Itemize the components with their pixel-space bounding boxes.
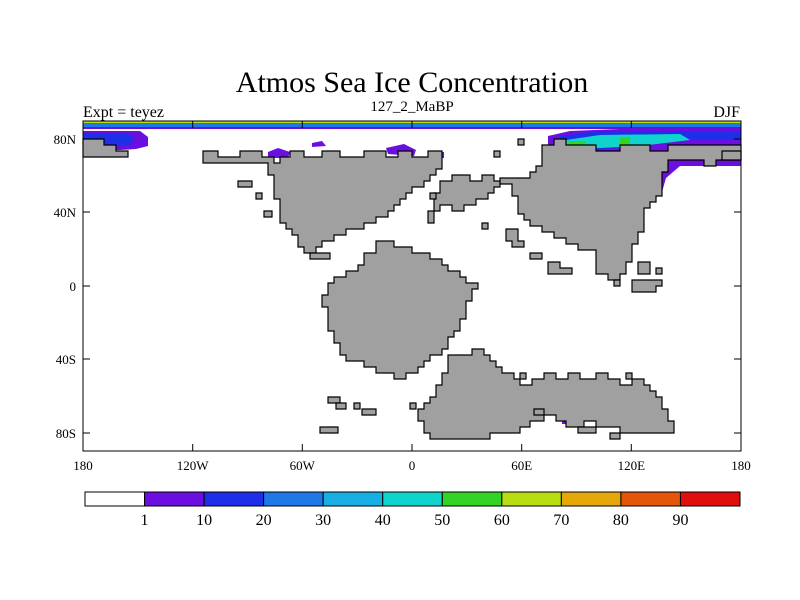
colorbar-swatch [382, 491, 443, 507]
land-antarctic-island-c [533, 408, 545, 416]
land-north-america [202, 150, 443, 254]
colorbar-swatch [679, 491, 741, 507]
land-asia-island-c [547, 261, 573, 275]
x-axis-ticks [82, 121, 742, 451]
x-tick-label: 60W [290, 458, 316, 473]
x-tick-label: 0 [409, 458, 416, 473]
season-label: DJF [713, 104, 740, 121]
colorbar-label: 50 [434, 512, 450, 529]
x-tick-label: 60E [511, 458, 532, 473]
colorbar-label: 80 [613, 512, 629, 529]
land-antarctic-island-d [577, 426, 597, 434]
land-antarctic-island-b [625, 372, 633, 380]
y-tick-label: 0 [70, 279, 77, 294]
period-label: 127_2_MaBP [370, 99, 453, 115]
land-small-island-b [517, 138, 525, 146]
colorbar-label: 20 [256, 512, 272, 529]
land-south-islands-d [361, 408, 377, 416]
colorbar-swatch [560, 491, 622, 507]
land-far-west [82, 138, 129, 158]
sea-ice-patch-a [268, 148, 290, 158]
y-tick-label: 40S [56, 352, 76, 367]
x-tick-label: 180 [73, 458, 93, 473]
colorbar-swatch [84, 491, 146, 507]
land-antarctic-island-e [609, 432, 621, 440]
colorbar-label: 90 [672, 512, 688, 529]
land-europe-block [427, 174, 501, 224]
land-asia-island-b [529, 252, 543, 260]
colorbar-swatch [203, 491, 265, 507]
land-antarctic-island-a [519, 372, 527, 380]
land-small-island-a [493, 150, 501, 158]
land-europe-islands [429, 192, 437, 200]
y-tick-label: 40N [54, 205, 77, 220]
x-tick-label: 120E [618, 458, 646, 473]
land-asia-island-a [505, 228, 525, 248]
colorbar-label: 60 [494, 512, 510, 529]
colorbar-label: 40 [375, 512, 391, 529]
land-asia [499, 138, 742, 281]
colorbar-swatch [322, 491, 384, 507]
land-nw-islands-2 [255, 192, 263, 200]
map-plot: 180 120W 60W 0 60E 120E 180 80N 40N 0 40… [54, 120, 751, 473]
land-gulf-island [309, 252, 331, 260]
land-small-island-c [481, 222, 489, 230]
landmasses [82, 138, 742, 440]
land-south-islands-c [353, 402, 361, 410]
y-tick-label: 80S [56, 426, 76, 441]
land-south-islands-b [335, 402, 347, 410]
land-asia-island-g [655, 267, 663, 275]
sea-ice-patch-b [312, 141, 326, 147]
land-south-islands-f [409, 402, 417, 410]
colorbar: 1 10 20 30 40 50 60 70 80 90 [84, 491, 741, 529]
x-tick-label: 120W [177, 458, 210, 473]
land-nw-islands-3 [263, 210, 273, 218]
x-tick-label: 180 [731, 458, 751, 473]
land-asia-island-d [613, 279, 621, 287]
y-axis-labels: 80N 40N 0 40S 80S [54, 132, 77, 441]
colorbar-label: 30 [315, 512, 331, 529]
land-south-islands-a [327, 396, 341, 404]
colorbar-swatch [620, 491, 681, 507]
colorbar-swatch [501, 491, 562, 507]
map-title: Atmos Sea Ice Concentration [236, 66, 588, 99]
colorbar-swatch [144, 491, 205, 507]
colorbar-swatch [263, 491, 324, 507]
y-tick-label: 80N [54, 132, 77, 147]
y-axis-ticks [83, 138, 741, 434]
sea-ice-east-green-b [620, 137, 630, 146]
land-south-america-africa [321, 240, 479, 380]
land-asia-island-e [631, 279, 663, 293]
land-nw-islands [237, 180, 253, 188]
colorbar-label: 70 [553, 512, 569, 529]
land-south-islands-e [319, 426, 339, 434]
land-asia-island-f [637, 261, 651, 275]
colorbar-label: 1 [141, 512, 149, 529]
experiment-label: Expt = teyez [83, 104, 164, 121]
x-axis-labels: 180 120W 60W 0 60E 120E 180 [73, 458, 751, 473]
land-far-east [721, 150, 742, 161]
colorbar-label: 10 [196, 512, 212, 529]
colorbar-swatch [441, 491, 503, 507]
